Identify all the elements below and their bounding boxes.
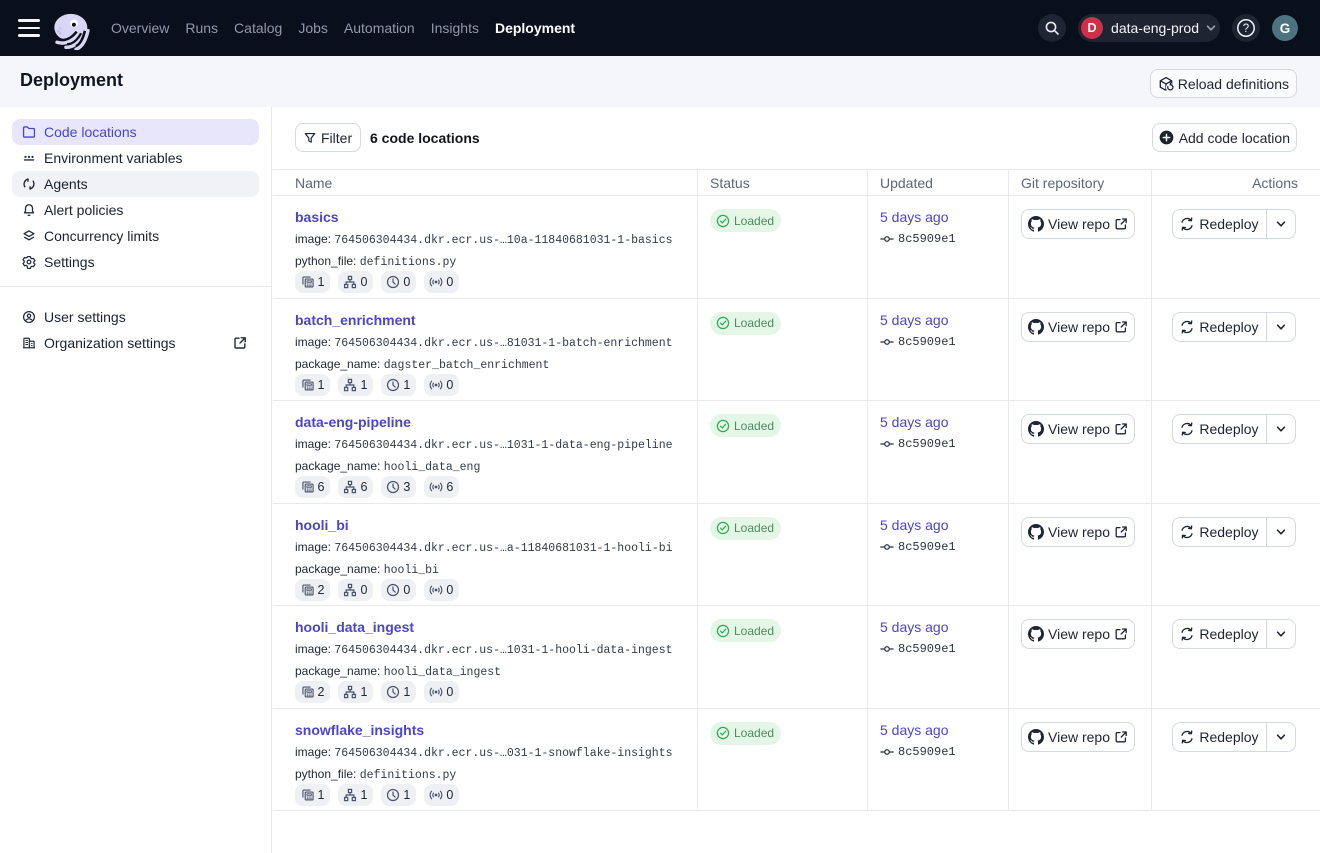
- svg-text:?: ?: [1243, 23, 1249, 35]
